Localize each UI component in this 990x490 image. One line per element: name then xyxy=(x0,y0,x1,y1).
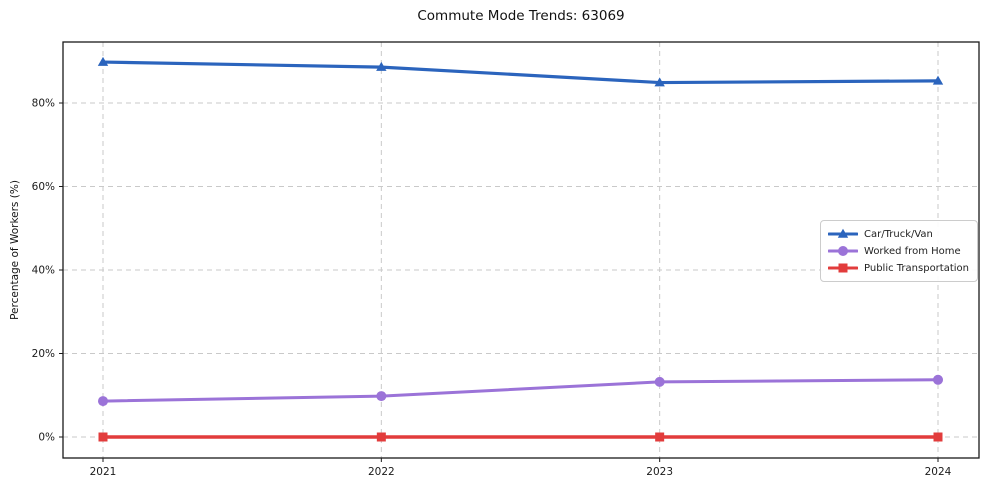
triangle-legend-marker-icon xyxy=(828,228,859,238)
circle-legend-marker-icon xyxy=(828,246,859,256)
square-legend-marker-icon xyxy=(828,263,859,273)
square-marker-public-transportation xyxy=(933,432,943,442)
x-tick-label: 2022 xyxy=(368,466,395,478)
circle-marker-worked-from-home xyxy=(654,376,665,387)
circle-marker-worked-from-home xyxy=(933,374,943,385)
y-tick-label: 20% xyxy=(32,348,55,360)
legend-label: Car/Truck/Van xyxy=(864,228,933,240)
series-line-car-truck-van xyxy=(101,60,940,85)
circle-marker-worked-from-home xyxy=(98,396,108,407)
x-tick-label: 2024 xyxy=(925,466,952,478)
circle-marker-worked-from-home xyxy=(376,391,387,402)
square-marker-public-transportation xyxy=(376,432,386,442)
legend-item-worked-from-home: Worked from Home xyxy=(828,243,969,259)
triangle-marker-car-truck-van xyxy=(97,56,109,66)
legend-item-car-truck-van: Car/Truck/Van xyxy=(828,226,969,242)
triangle-marker-car-truck-van xyxy=(376,61,387,71)
x-tick-label: 2021 xyxy=(90,466,117,478)
triangle-marker-car-truck-van xyxy=(932,75,944,85)
y-tick-label: 80% xyxy=(32,98,55,110)
legend-item-public-transportation: Public Transportation xyxy=(828,260,969,276)
x-tick-label: 2023 xyxy=(646,466,673,478)
legend-sample-marker xyxy=(838,263,848,273)
legend-label: Public Transportation xyxy=(864,262,969,274)
triangle-marker-car-truck-van xyxy=(654,77,665,87)
y-tick-label: 60% xyxy=(32,181,55,193)
square-marker-public-transportation xyxy=(98,432,108,442)
series-line-worked-from-home xyxy=(101,378,940,403)
legend-sample-marker xyxy=(837,228,849,238)
y-tick-label: 40% xyxy=(32,265,55,277)
legend: Car/Truck/Van Worked from Home Public Tran… xyxy=(820,220,978,282)
square-marker-public-transportation xyxy=(655,432,665,442)
y-tick-label: 0% xyxy=(38,432,55,444)
legend-sample-marker xyxy=(838,246,849,256)
chart-title: Commute Mode Trends: 63069 xyxy=(417,8,625,24)
legend-label: Worked from Home xyxy=(864,245,961,257)
axes-spine xyxy=(62,41,980,459)
